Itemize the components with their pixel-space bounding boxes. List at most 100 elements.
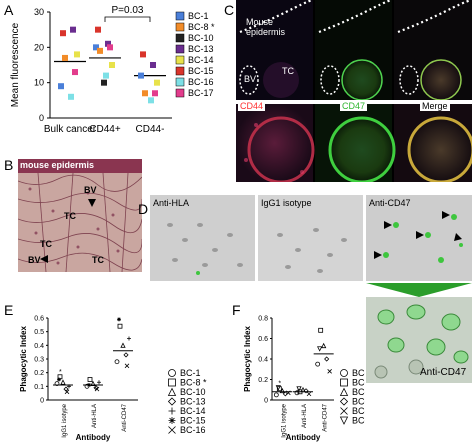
arrowhead-icon [454,233,462,241]
panel-d: D Anti-HLA IgG1 isotype Anti-CD47 [138,195,474,385]
marker-x [168,426,176,434]
x-tick-label: CD44- [136,124,165,135]
chart-a: 0 10 20 30 Mean fluorescence Bulk cancerCD44+… [10,5,215,135]
marker-x [306,391,312,397]
legend-label: BC-13 [188,44,214,54]
panel-e-label: E [4,302,14,318]
legend-swatch [175,33,185,43]
legend-swatch [175,66,185,76]
x-tick-label: CD44+ [89,124,121,135]
y-tick-label: 0.2 [34,370,44,377]
data-point [148,97,154,104]
data-point [58,83,64,90]
label-bv: BV [244,74,257,84]
marker-plus [168,407,176,415]
legend-swatch [175,11,185,21]
data-point [140,51,146,58]
marker-square [318,327,324,333]
marker-star [87,382,91,387]
marker-triangle [321,342,327,349]
panel-a-label: A [4,2,14,18]
marker-star [57,377,61,382]
data-point [101,79,107,86]
legend-label: BC-8 * [188,22,215,32]
panel-f-label: F [232,302,241,318]
x-axis-label: Antibody [76,433,111,442]
data-point [152,90,158,97]
channel-label-cd44: CD44 [238,101,266,111]
chart-f: 0 0.2 0.4 0.6 0.8 Phagocytic Index IgG1 isotyp… [243,316,365,443]
x-tick-label: Bulk cancer [44,124,97,135]
label-bv: BV [28,255,41,265]
arrowhead-icon [442,211,450,219]
data-point [60,30,66,37]
caption-anti-cd47-zoom: Anti-CD47 [420,367,467,378]
fluorescence-image [236,0,472,182]
panel-e: E 0 0.1 0.2 0.3 0.4 0.5 0.6 Phagocytic Index IgG… [0,300,228,447]
data-point [74,51,80,58]
legend-label: BC-15 [188,66,214,76]
label-tc: TC [64,211,76,221]
arrowhead-icon [416,231,424,239]
legend-label: BC-17 [188,88,214,98]
data-point [93,44,99,51]
y-tick-label: 0 [40,398,44,405]
y-tick-label: 0.4 [258,357,268,364]
marker-x [94,386,100,392]
panel-d-label: D [138,201,149,217]
legend-label: BC-8 * [180,378,207,388]
y-tick-label: 0.1 [34,384,44,391]
data-point [62,54,68,61]
marker-square [168,378,176,387]
marker-triangle [60,379,66,385]
marker-triangle-down [339,416,349,425]
fluorescence-grid: Mouse epidermis BV TC CD44 CD47 Merge [236,0,472,182]
y-tick-label: 0 [39,113,44,123]
y-axis-label: Mean fluorescence [10,22,21,107]
caption-anti-cd47: Anti-CD47 [369,198,411,208]
marker-diamond [303,388,309,394]
marker-diamond [167,397,177,406]
micrograph-anti-hla: Anti-HLA [150,195,255,281]
micrograph-igg1: IgG1 isotype [258,195,363,281]
histology-header: mouse epidermis [20,160,95,170]
p-value-annotation: P=0.03 [112,5,144,16]
chart-e: 0 0.1 0.2 0.3 0.4 0.5 0.6 Phagocytic Index IgG1 … [19,316,207,443]
panel-c: C [220,0,474,185]
marker-x [327,369,332,374]
panel-b: B mouse epidermis BV TC TC BV TC [0,155,145,275]
label-epidermis: Mouse epidermis [246,17,286,37]
data-point [109,62,115,68]
marker-circle [315,361,321,367]
marker-star [117,317,121,322]
x-tick-label: Anti-CD47 [323,403,329,431]
micrograph-cells [167,223,243,275]
y-tick-label: 30 [34,7,44,17]
y-tick-label: 0.2 [258,377,268,384]
data-point [95,26,101,33]
legend-label: BC-10 [180,387,206,397]
data-point [150,62,156,68]
marker-x [64,389,70,395]
significance-star: * [278,381,281,388]
marker-diamond [282,391,288,397]
significance-bracket [104,16,151,22]
arrowhead-icon [384,221,392,229]
marker-plus [67,384,71,389]
micrograph-anti-cd47-zoom: Anti-CD47 [366,297,472,383]
x-tick-label: Anti-HLA [92,404,98,428]
channel-label-cd47: CD47 [340,101,368,111]
x-tick-label: Anti-HLA [302,404,308,428]
legend-label: BC-13 [352,397,365,407]
legend-label: BC-17 [352,416,365,426]
marker-square [87,377,93,382]
marker-triangle [120,342,126,348]
caption-anti-hla: Anti-HLA [153,198,190,208]
panel-a: A 0 10 20 30 Mean fluorescence Bulk cancer CD4… [0,0,236,150]
legend-swatch [175,44,185,54]
y-tick-label: 0.3 [34,357,44,364]
legend-label: BC-16 [180,425,206,435]
y-tick-label: 0.5 [34,329,44,336]
legend-label: BC-8 * [352,378,365,388]
y-axis-label: Phagocytic Index [243,326,252,392]
